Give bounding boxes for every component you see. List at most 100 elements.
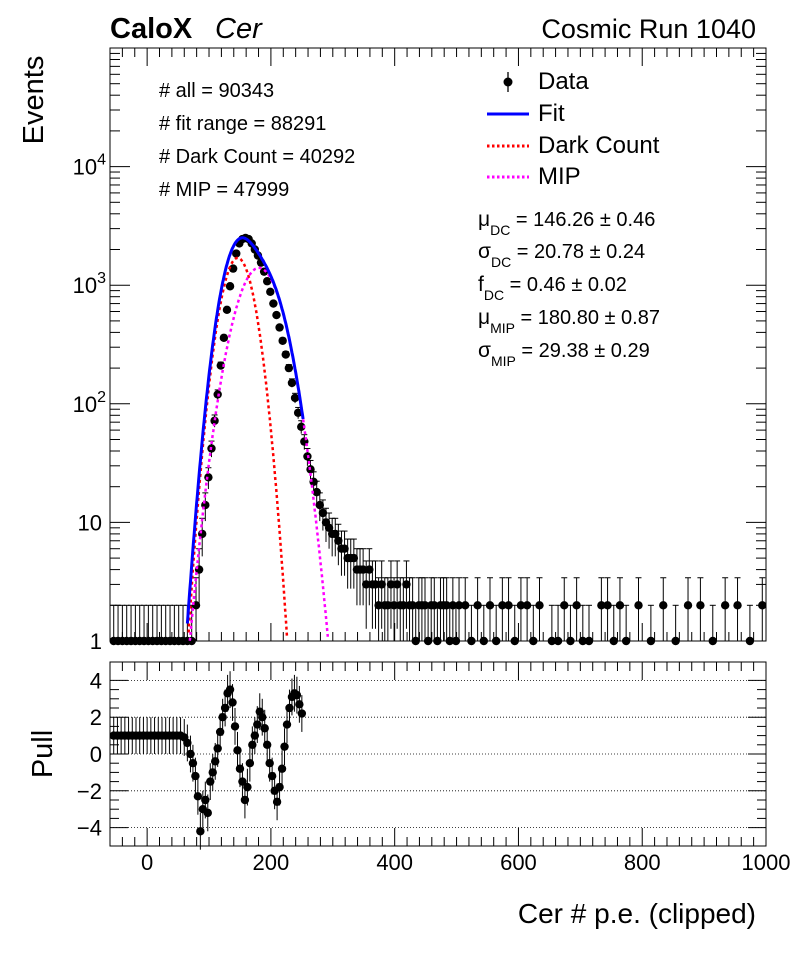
data-point — [219, 333, 229, 343]
data-point-marker — [219, 333, 229, 343]
data-point — [516, 577, 526, 641]
data-point-marker — [312, 487, 321, 497]
pull-point — [196, 812, 205, 850]
pull-y-tick-label: 2 — [90, 705, 102, 730]
main-plot-frame — [109, 47, 767, 642]
data-point — [603, 577, 612, 641]
data-point-marker — [560, 601, 569, 610]
legend-data-label: Data — [538, 68, 589, 95]
data-point-marker — [442, 601, 451, 610]
pull-point — [193, 777, 203, 815]
pull-point-marker — [193, 792, 203, 801]
data-point — [423, 604, 433, 646]
stat-all: # all = 90343 — [159, 80, 274, 102]
data-point — [646, 604, 656, 646]
data-point-marker — [210, 416, 219, 425]
data-point — [566, 604, 575, 646]
data-point — [659, 577, 668, 641]
data-point — [377, 560, 386, 629]
data-point — [262, 277, 272, 286]
pull-y-tick-label: 0 — [90, 742, 102, 767]
data-point — [374, 577, 383, 641]
data-point — [269, 299, 278, 308]
data-point — [634, 577, 643, 641]
data-point — [696, 577, 705, 641]
data-point-marker — [504, 601, 513, 610]
data-point — [584, 604, 594, 646]
data-point-marker — [318, 508, 328, 518]
data-point — [331, 517, 340, 557]
main-y-axis-label: Events — [18, 56, 50, 145]
data-point — [733, 577, 742, 641]
data-point-marker — [290, 393, 300, 403]
stats-box: # all = 90343 # fit range = 88291 # Dark… — [159, 80, 355, 201]
data-point-marker — [547, 636, 557, 646]
data-point — [745, 604, 755, 646]
data-point — [708, 604, 717, 646]
data-point — [383, 577, 393, 641]
data-point-marker — [222, 305, 232, 315]
data-point — [535, 577, 544, 641]
data-point-marker — [720, 601, 730, 610]
brand-label: CaloX — [110, 13, 193, 45]
data-point-marker — [374, 601, 383, 610]
x-tick-label: 0 — [141, 850, 153, 875]
data-point — [461, 577, 470, 641]
legend: Data Fit Dark Count MIP — [487, 68, 660, 190]
data-point-marker — [411, 636, 420, 646]
data-point-marker — [498, 601, 507, 610]
pull-data-points — [109, 671, 307, 850]
data-point — [300, 434, 309, 450]
data-point — [386, 560, 396, 629]
pull-point — [277, 750, 287, 788]
legend-data-marker — [503, 77, 513, 87]
data-point-marker — [683, 601, 693, 610]
data-point — [448, 577, 458, 641]
param-mu-dc: μDC = 146.26 ± 0.46 — [478, 208, 655, 238]
data-point-marker — [451, 636, 461, 646]
data-point-marker — [383, 601, 393, 610]
data-point — [340, 530, 349, 576]
pull-y-tick-label: 4 — [90, 668, 102, 693]
pull-point — [243, 768, 252, 806]
data-point-marker — [389, 601, 399, 610]
data-point-marker — [284, 363, 294, 373]
pull-plot-frame — [109, 661, 767, 847]
data-point — [266, 287, 275, 296]
x-tick-label: 200 — [253, 850, 290, 875]
data-point-marker — [262, 277, 272, 286]
legend-dark-count-label: Dark Count — [538, 132, 660, 159]
pull-y-axis-label: Pull — [27, 730, 59, 778]
data-point — [399, 577, 408, 641]
data-point — [312, 480, 321, 506]
pull-point — [280, 728, 289, 766]
data-point-marker — [553, 636, 563, 646]
data-point — [578, 604, 588, 646]
param-f-dc: fDC = 0.46 ± 0.02 — [478, 273, 627, 303]
data-point-marker — [358, 565, 368, 574]
data-point-marker — [269, 299, 278, 308]
pull-gridlines — [110, 680, 766, 828]
data-point-marker — [293, 408, 303, 417]
main-y-tick-label: 104 — [73, 152, 106, 180]
data-point-marker — [522, 601, 532, 610]
pull-point-marker — [280, 742, 289, 751]
data-point-marker — [516, 601, 526, 610]
main-axis-ticks: 1 10 102 103 104 0 200 400 600 800 1000 — [73, 48, 790, 875]
data-point — [498, 577, 507, 641]
data-point-marker — [659, 601, 668, 610]
x-tick-label: 600 — [500, 850, 537, 875]
main-y-tick-label: 102 — [73, 389, 106, 417]
param-sigma-mip: σMIP = 29.38 ± 0.29 — [478, 339, 650, 369]
data-point-marker — [566, 636, 575, 646]
data-point — [491, 604, 501, 646]
param-sigma-dc: σDC = 20.78 ± 0.24 — [478, 240, 645, 270]
main-data-points — [109, 233, 767, 646]
data-point-marker — [603, 601, 612, 610]
pull-point-marker — [183, 738, 192, 748]
x-tick-label: 800 — [624, 850, 661, 875]
pull-point-marker — [277, 764, 287, 773]
data-point-marker — [708, 636, 717, 646]
data-point-marker — [423, 636, 433, 646]
data-point — [389, 577, 399, 641]
